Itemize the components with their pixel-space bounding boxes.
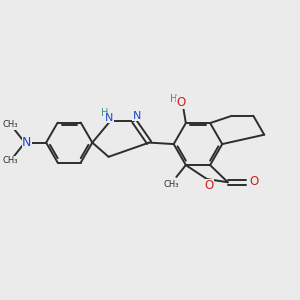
Text: N: N	[105, 113, 114, 123]
Text: H: H	[170, 94, 177, 104]
Text: O: O	[176, 96, 186, 109]
Text: CH₃: CH₃	[2, 120, 18, 129]
Text: CH₃: CH₃	[2, 156, 18, 165]
Text: O: O	[205, 179, 214, 192]
Text: CH₃: CH₃	[164, 180, 179, 189]
Text: N: N	[133, 111, 141, 121]
Text: N: N	[22, 136, 32, 149]
Text: H: H	[101, 108, 108, 118]
Text: O: O	[249, 175, 259, 188]
